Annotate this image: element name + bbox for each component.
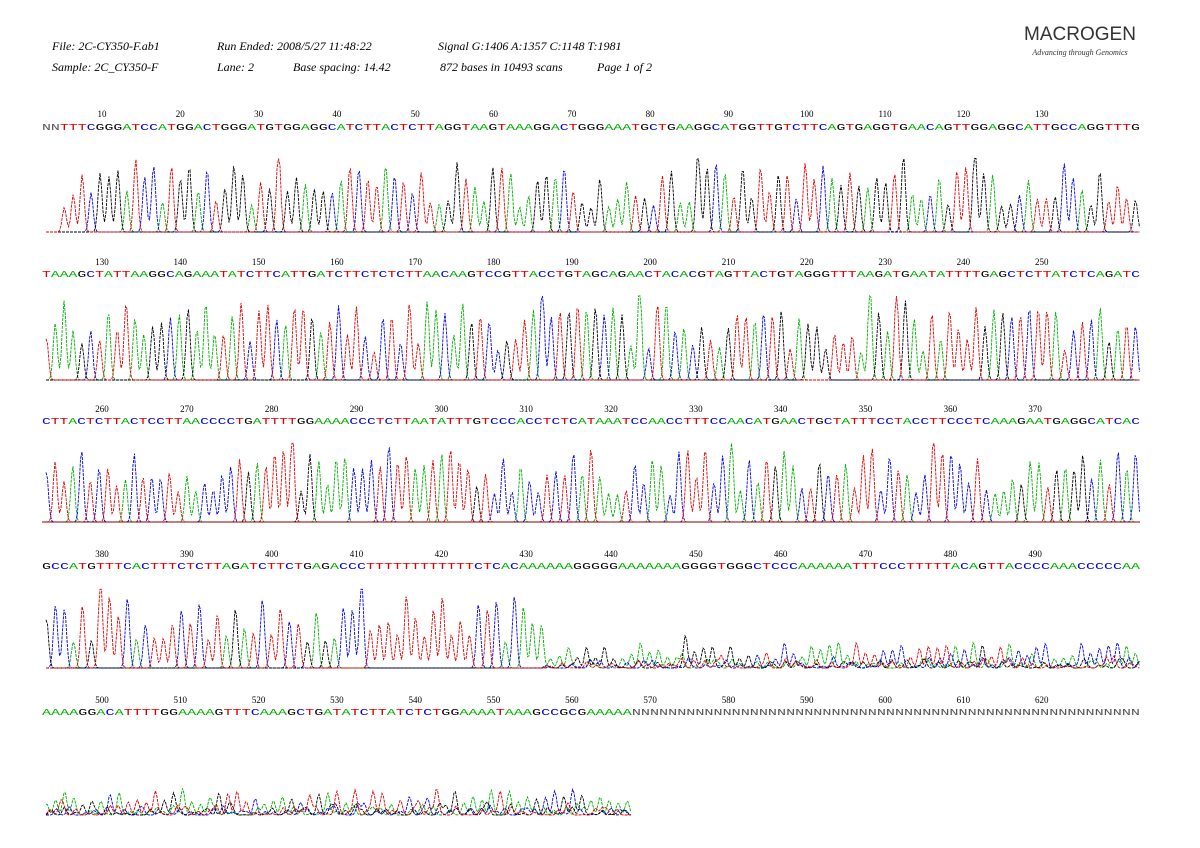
position-number: 510 <box>174 695 188 705</box>
position-number: 140 <box>174 257 188 267</box>
position-number: 290 <box>350 404 364 414</box>
bases-scans: 872 bases in 10493 scans <box>440 60 563 74</box>
position-number: 520 <box>252 695 266 705</box>
file: File: 2C-CY350-F.ab1 <box>51 39 160 53</box>
position-number: 150 <box>252 257 266 267</box>
position-number: 490 <box>1028 549 1042 559</box>
position-number: 470 <box>859 549 873 559</box>
position-number: 530 <box>330 695 344 705</box>
position-number: 260 <box>95 404 109 414</box>
position-number: 50 <box>411 109 421 119</box>
trace <box>46 158 1140 233</box>
position-number: 130 <box>95 257 109 267</box>
position-number: 240 <box>957 257 971 267</box>
position-number: 30 <box>254 109 264 119</box>
position-number: 420 <box>435 549 449 559</box>
trace <box>46 588 1140 669</box>
position-number: 600 <box>878 695 892 705</box>
position-number: 280 <box>265 404 279 414</box>
position-number: 60 <box>489 109 499 119</box>
position-number: 160 <box>330 257 344 267</box>
position-number: 40 <box>332 109 342 119</box>
signal: Signal G:1406 A:1357 C:1148 T:1981 <box>438 39 622 53</box>
position-number: 110 <box>878 109 892 119</box>
position-number: 480 <box>944 549 958 559</box>
sample: Sample: 2C_CY350-F <box>52 60 159 74</box>
run-ended: Run Ended: 2008/5/27 11:48:22 <box>216 39 372 53</box>
position-number: 170 <box>408 257 422 267</box>
position-number: 430 <box>519 549 533 559</box>
position-number: 190 <box>565 257 579 267</box>
position-number: 300 <box>435 404 449 414</box>
trace <box>46 157 1140 233</box>
position-number: 200 <box>643 257 657 267</box>
position-number: 120 <box>957 109 971 119</box>
position-number: 560 <box>565 695 579 705</box>
position-number: 320 <box>604 404 618 414</box>
trace <box>45 609 1140 669</box>
position-number: 590 <box>800 695 814 705</box>
trace <box>46 294 1140 381</box>
position-number: 460 <box>774 549 788 559</box>
trace <box>46 163 1140 233</box>
position-number: 230 <box>878 257 892 267</box>
position-number: 570 <box>643 695 657 705</box>
position-number: 210 <box>722 257 736 267</box>
position-number: 80 <box>646 109 656 119</box>
position-number: 310 <box>519 404 533 414</box>
position-number: 390 <box>180 549 194 559</box>
trace <box>45 295 1140 381</box>
position-number: 360 <box>944 404 958 414</box>
trace <box>45 791 632 816</box>
position-number: 90 <box>724 109 734 119</box>
position-number: 610 <box>957 695 971 705</box>
position-number: 130 <box>1035 109 1049 119</box>
position-number: 180 <box>487 257 501 267</box>
position-number: 450 <box>689 549 703 559</box>
base-spacing: Base spacing: 14.42 <box>293 60 391 74</box>
trace <box>46 167 1140 233</box>
position-number: 380 <box>95 549 109 559</box>
trace <box>46 588 1140 669</box>
position-number: 340 <box>774 404 788 414</box>
position-number: 270 <box>180 404 194 414</box>
position-number: 100 <box>800 109 814 119</box>
page-number: Page 1 of 2 <box>596 60 652 74</box>
position-number: 500 <box>95 695 109 705</box>
position-number: 540 <box>408 695 422 705</box>
position-number: 20 <box>176 109 186 119</box>
trace <box>46 787 632 816</box>
position-number: 370 <box>1028 404 1042 414</box>
position-number: 440 <box>604 549 618 559</box>
position-number: 70 <box>567 109 577 119</box>
position-number: 10 <box>98 109 108 119</box>
position-number: 350 <box>859 404 873 414</box>
trace <box>46 300 1140 381</box>
position-number: 410 <box>350 549 364 559</box>
trace <box>45 788 632 816</box>
logo: MACROGEN <box>1024 24 1136 45</box>
position-number: 330 <box>689 404 703 414</box>
position-number: 620 <box>1035 695 1049 705</box>
position-number: 580 <box>722 695 736 705</box>
logo-tagline: Advancing through Genomics <box>1031 48 1127 57</box>
position-number: 220 <box>800 257 814 267</box>
position-number: 550 <box>487 695 501 705</box>
trace <box>45 788 631 816</box>
lane: Lane: 2 <box>216 60 254 74</box>
trace <box>46 607 1140 669</box>
position-number: 400 <box>265 549 279 559</box>
position-number: 250 <box>1035 257 1049 267</box>
